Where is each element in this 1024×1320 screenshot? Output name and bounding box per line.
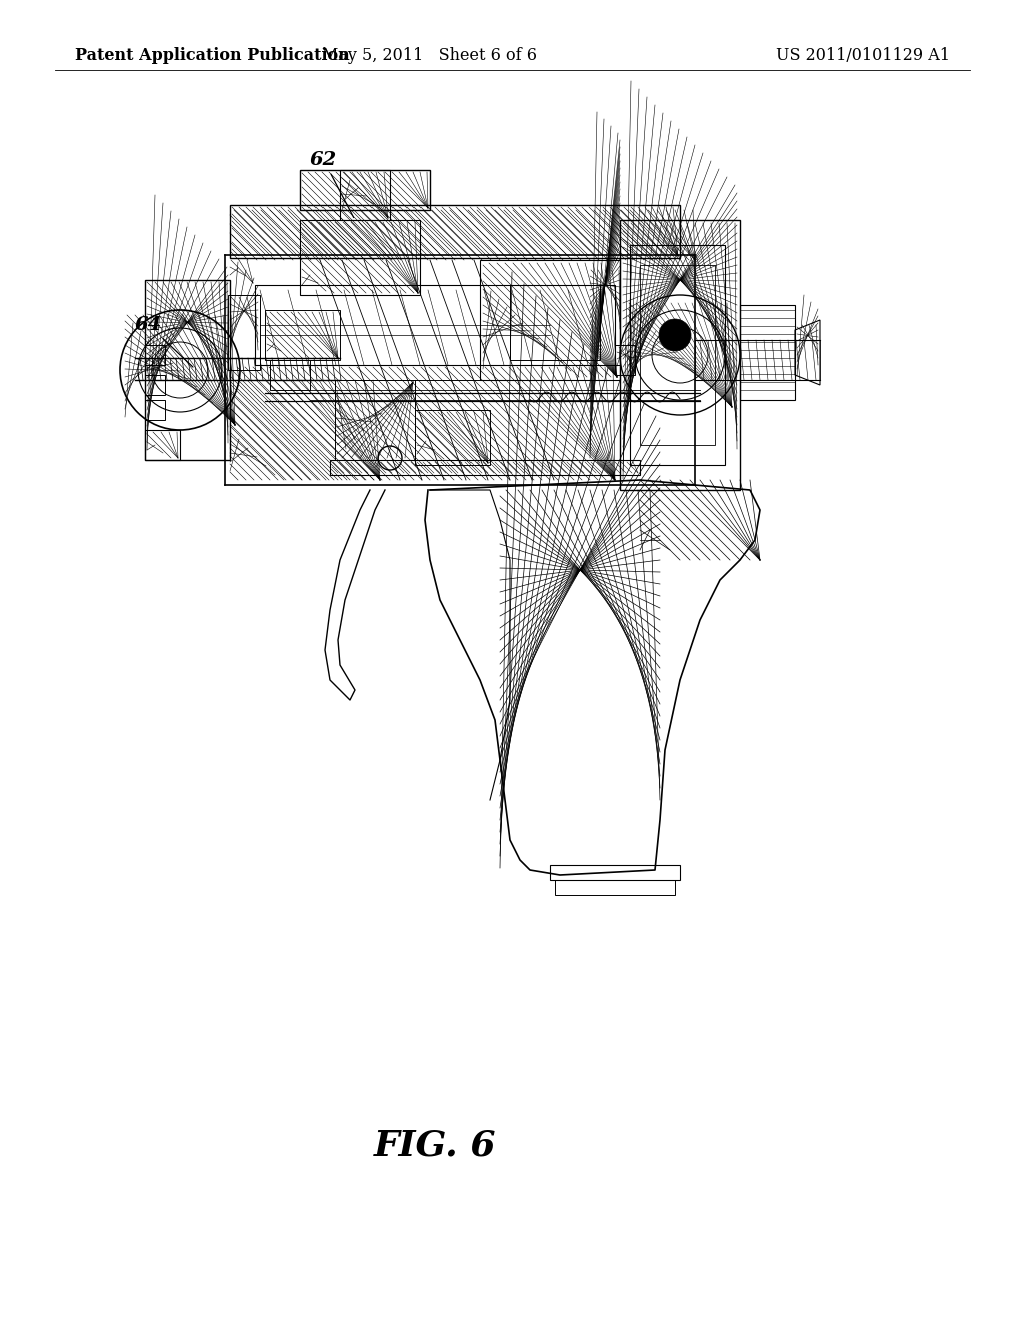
Text: 62: 62 bbox=[310, 150, 353, 218]
Text: US 2011/0101129 A1: US 2011/0101129 A1 bbox=[776, 46, 950, 63]
Text: May 5, 2011   Sheet 6 of 6: May 5, 2011 Sheet 6 of 6 bbox=[323, 46, 538, 63]
Text: FIG. 6: FIG. 6 bbox=[374, 1129, 497, 1162]
Circle shape bbox=[659, 319, 691, 351]
Text: 64: 64 bbox=[135, 315, 193, 367]
Text: Patent Application Publication: Patent Application Publication bbox=[75, 46, 350, 63]
